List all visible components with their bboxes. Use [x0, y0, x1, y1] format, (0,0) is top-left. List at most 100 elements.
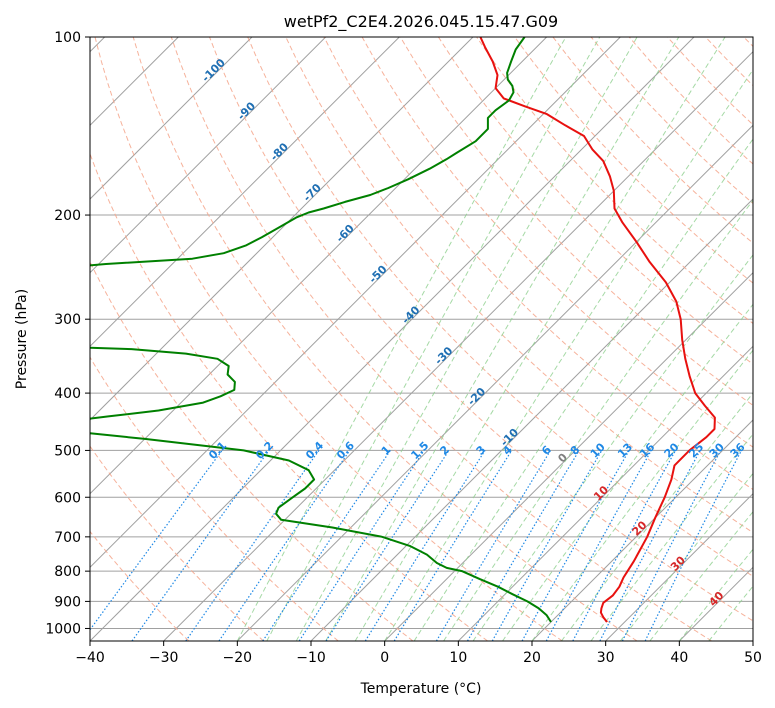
- mixing-ratio-label: 1: [379, 443, 394, 458]
- mixing-ratio-label: 25: [686, 440, 706, 460]
- y-tick-label: 700: [54, 530, 81, 546]
- y-tick-label: 600: [54, 490, 81, 506]
- isotherm-line: [310, 198, 753, 641]
- plot-frame: [89, 36, 754, 642]
- mixing-ratio-line: [572, 450, 677, 641]
- mixing-ratio-label: 0.1: [206, 439, 229, 462]
- dry-adiabat: [705, 37, 753, 87]
- moist-adiabat: [472, 254, 753, 641]
- isotherm-line: [90, 37, 253, 200]
- dry-adiabat: [514, 37, 753, 284]
- mixing-ratio-label: 30: [707, 440, 727, 460]
- mixing-ratio-line: [599, 450, 701, 641]
- x-tick-label: 40: [670, 650, 688, 666]
- chart-title: wetPf2_C2E4.2026.045.15.47.G09: [284, 12, 558, 32]
- dry-adiabat: [132, 37, 638, 641]
- isotherm-line: [90, 37, 621, 569]
- isotherm-label: -100: [199, 56, 228, 85]
- isotherm-label: -10: [498, 426, 521, 449]
- dry-adiabat: [476, 37, 753, 325]
- moist-adiabat: [443, 199, 753, 641]
- moist-adiabat: [531, 349, 753, 641]
- dry-adiabat: [437, 37, 753, 365]
- mixing-ratio-label: 3: [474, 443, 489, 458]
- x-axis-title: Temperature (°C): [360, 681, 482, 697]
- isotherm-line: [531, 419, 753, 641]
- isotherm-line: [90, 37, 327, 274]
- isotherm-label: -60: [334, 222, 357, 245]
- y-tick-label: 200: [54, 208, 81, 224]
- mixing-ratio-line: [644, 450, 743, 641]
- dry-adiabat: [90, 530, 190, 641]
- moist-adiabat: [502, 303, 753, 641]
- mixing-ratio-label: 16: [637, 440, 657, 460]
- isotherm-label: -80: [268, 140, 291, 163]
- dry-adiabat: [323, 37, 753, 491]
- dry-adiabat: [209, 37, 753, 622]
- mixing-ratio-line: [545, 450, 652, 641]
- isotherm-line: [752, 640, 753, 641]
- dry-adiabat: [399, 37, 753, 407]
- dry-adiabat: [247, 37, 753, 577]
- mixing-ratio-label: 0.4: [303, 439, 326, 462]
- mixing-ratio-label: 0.6: [334, 439, 357, 462]
- isotherm-line: [236, 124, 753, 641]
- moist-adiabat: [590, 433, 753, 641]
- x-tick-label: 50: [744, 650, 762, 666]
- mixing-ratio-line: [131, 450, 270, 641]
- x-tick-label: 30: [597, 650, 615, 666]
- dry-adiabat: [743, 37, 753, 48]
- moist-adiabat: [266, 37, 601, 641]
- isotherm-label: -30: [432, 344, 455, 367]
- mixing-ratio-line: [521, 450, 630, 641]
- y-tick-label: 1000: [45, 621, 81, 637]
- isotherm-line: [90, 37, 695, 641]
- isotherm-line: [457, 345, 753, 641]
- x-tick-label: −40: [75, 650, 105, 666]
- mixing-ratio-line: [298, 450, 425, 641]
- moist-adiabat: [561, 392, 753, 641]
- mixing-ratio-line: [435, 450, 552, 641]
- mixing-ratio-label: 10: [588, 440, 608, 460]
- dry-adiabat: [552, 37, 753, 244]
- moist-adiabat: [708, 585, 753, 641]
- temperature-profile-line: [479, 37, 716, 623]
- x-tick-label: 0: [380, 650, 389, 666]
- mixing-ratio-line: [393, 450, 513, 641]
- mixing-ratio-line: [185, 450, 320, 641]
- y-tick-label: 500: [54, 443, 81, 459]
- dry-adiabat: [90, 356, 339, 641]
- mixing-ratio-label: 2: [437, 443, 452, 458]
- isotherm-line: [90, 37, 474, 421]
- mixing-ratio-label: 13: [615, 440, 635, 460]
- mixing-ratio-label: 20: [662, 440, 682, 460]
- y-tick-label: 300: [54, 312, 81, 328]
- y-tick-label: 100: [54, 30, 81, 46]
- x-tick-label: −10: [296, 650, 326, 666]
- mixing-ratio-label: 36: [728, 440, 748, 460]
- moist-adiabat: [384, 68, 753, 641]
- isotherm-line: [678, 566, 753, 641]
- isotherm-label: 40: [706, 589, 726, 609]
- y-axis-title: Pressure (hPa): [14, 289, 30, 389]
- isotherm-label: -20: [465, 385, 488, 408]
- dry-adiabat: [90, 260, 414, 641]
- y-tick-label: 800: [54, 564, 81, 580]
- x-tick-label: 20: [523, 650, 541, 666]
- isotherm-line: [90, 37, 400, 348]
- x-tick-label: 10: [449, 650, 467, 666]
- mixing-ratio-line: [90, 450, 223, 631]
- isotherm-line: [605, 492, 753, 641]
- isotherm-label: -70: [301, 181, 324, 204]
- dry-adiabat: [94, 37, 563, 641]
- mixing-ratio-line: [325, 450, 450, 641]
- moist-adiabat: [678, 548, 753, 641]
- mixing-ratio-line: [218, 450, 351, 641]
- mixing-ratio-label: 1.5: [408, 439, 431, 462]
- moist-adiabat: [413, 138, 753, 641]
- isotherm-label: -90: [235, 99, 258, 122]
- x-tick-label: −30: [149, 650, 179, 666]
- dry-adiabat: [170, 37, 712, 641]
- moist-adiabat: [236, 37, 567, 641]
